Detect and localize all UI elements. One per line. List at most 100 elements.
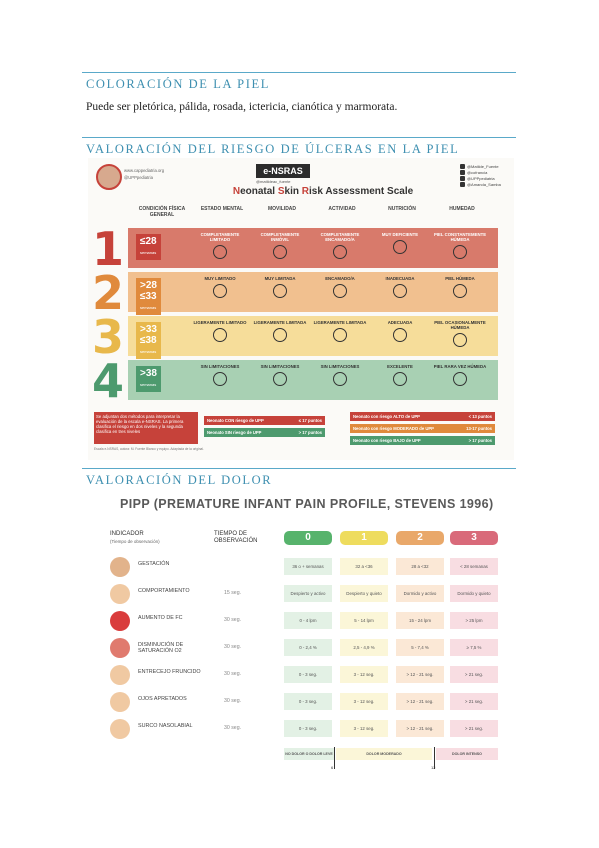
risk-level: Neonato con riesgo MODERADO de UPP 13-17 … <box>350 424 495 433</box>
nsras-cell-label: SIN LIMITACIONES <box>260 364 300 369</box>
status-icon <box>453 245 467 259</box>
age-lower: >33 <box>140 324 157 335</box>
status-icon <box>453 333 467 347</box>
nsras-column-header: HUMEDAD <box>449 206 475 212</box>
nsras-cell: SIN LIMITACIONES <box>192 364 248 396</box>
risk-points: < 13 puntos <box>468 414 492 419</box>
nsras-cell: COMPLETAMENTE ENCAMADO/A <box>312 232 368 264</box>
indicator-icon <box>110 584 130 604</box>
gestational-age: ≤28 semanas <box>136 234 161 260</box>
score-header: 1 <box>340 531 388 545</box>
status-icon <box>393 372 407 386</box>
age-upper: >38 <box>140 368 157 379</box>
indicator-name: SURCO NASOLABIAL <box>138 723 193 729</box>
severity-number: 1 <box>92 222 125 276</box>
status-icon <box>333 372 347 386</box>
nsras-cell-label: SIN LIMITACIONES <box>200 364 240 369</box>
nsras-infographic: www.cappediatria.org @UPPpediatria e-NSR… <box>88 158 514 460</box>
risk-points: > 17 puntos <box>468 438 492 443</box>
score-cell: Despierto y quieto <box>340 585 388 602</box>
divider <box>82 72 516 73</box>
nsras-cell: PIEL HÚMEDA <box>432 276 488 308</box>
social-icon <box>460 170 465 176</box>
nsras-cell-label: COMPLETAMENTE ENCAMADO/A <box>320 232 360 242</box>
nsras-cell: PIEL OCASIONALMENTE HÚMEDA <box>432 320 488 352</box>
pain-threshold-tick <box>334 747 335 769</box>
status-icon <box>273 328 287 342</box>
social-link: @UPPpediatria <box>460 176 495 182</box>
nsras-cell: INADECUADA <box>372 276 428 308</box>
age-upper: ≤33 <box>140 291 157 302</box>
score-cell: > 12 - 21 seg. <box>396 720 444 737</box>
nsras-row: 2 >28 ≤33 semanas MUY LIMITADO MUY LIMITADA EN… <box>88 270 498 316</box>
pipp-row: ENTRECEJO FRUNCIDO 30 seg. 0 - 3 seg. 3 - 1… <box>110 663 502 687</box>
score-cell: ≥ 7,5 % <box>450 639 498 656</box>
status-icon <box>393 240 407 254</box>
indicator-icon <box>110 719 130 739</box>
status-icon <box>453 372 467 386</box>
nsras-cell-label: PIEL RARA VEZ HÚMEDA <box>433 364 487 369</box>
nsras-row: 1 ≤28 semanas COMPLETAMENTE LIMITADO COMPLET… <box>88 222 498 276</box>
score-cell: > 12 - 21 seg. <box>396 693 444 710</box>
nsras-cell: COMPLETAMENTE INMÓVIL <box>252 232 308 264</box>
social-link: @Matilde_Fuente <box>460 164 499 170</box>
status-icon <box>333 284 347 298</box>
score-cell: 0 - 2,4 % <box>284 639 332 656</box>
nsras-full-title: Neonatal Skin Risk Assessment Scale <box>232 186 414 197</box>
nsras-cell: ENCAMADO/A <box>312 276 368 308</box>
divider <box>82 137 516 138</box>
status-icon <box>393 284 407 298</box>
risk-points: > 17 puntos <box>298 430 322 435</box>
social-icon <box>460 182 465 188</box>
age-lower: >28 <box>140 280 157 291</box>
score-cell: Dormido y quieto <box>450 585 498 602</box>
section-heading-coloracion: COLORACIÓN DE LA PIEL <box>86 77 270 91</box>
score-cell: 0 - 3 seg. <box>284 666 332 683</box>
nsras-cell-label: INADECUADA <box>385 276 415 281</box>
score-header: 0 <box>284 531 332 545</box>
section-heading-ulceras: VALORACIÓN DEL RIESGO DE ÚLCERAS EN LA P… <box>86 142 460 156</box>
status-icon <box>453 284 467 298</box>
pain-level-bar: DOLOR INTENSO <box>436 748 498 760</box>
age-unit: semanas <box>140 382 157 387</box>
nsras-column-header: CONDICIÓN FÍSICA GENERAL <box>138 206 186 218</box>
pipp-row: GESTACIÓN 36 o + semanas 32 a <36 28 a <32 <… <box>110 555 502 579</box>
nsras-cell: LIGERAMENTE LIMITADA <box>252 320 308 352</box>
pipp-row: SURCO NASOLABIAL 30 seg. 0 - 3 seg. 3 - 12 … <box>110 717 502 741</box>
severity-band <box>128 272 498 312</box>
gestational-age: >28 ≤33 semanas <box>136 278 161 315</box>
social-icon <box>460 176 465 182</box>
nsras-footnote: Se adjuntan dos métodos para interpretar… <box>94 412 198 444</box>
severity-band <box>128 228 498 268</box>
social-link: @cofrancia <box>460 170 487 176</box>
nsras-cell-label: ENCAMADO/A <box>325 276 355 281</box>
nsras-handle-web: www.cappediatria.org <box>124 168 165 173</box>
age-unit: semanas <box>140 349 157 354</box>
nsras-column-header: ESTADO MENTAL <box>200 206 244 212</box>
indicator-name: ENTRECEJO FRUNCIDO <box>138 669 201 675</box>
nsras-cell: EXCELENTE <box>372 364 428 396</box>
risk-level: Neonato CON riesgo de UPP ≤ 17 puntos <box>204 416 325 425</box>
nsras-cell-label: MUY LIMITADA <box>264 276 296 281</box>
time-header: TIEMPO DE OBSERVACIÓN <box>214 531 258 544</box>
age-unit: semanas <box>140 305 157 310</box>
status-icon <box>213 284 227 298</box>
pain-level-bar: DOLOR MODERADO <box>336 748 432 760</box>
score-cell: 28 a <32 <box>396 558 444 575</box>
risk-level: Neonato SIN riesgo de UPP > 17 puntos <box>204 428 325 437</box>
status-icon <box>333 328 347 342</box>
social-icon <box>460 164 465 170</box>
score-cell: > 25 lpm <box>450 612 498 629</box>
nsras-cell-label: MUY DEFICIENTE <box>381 232 419 237</box>
score-cell: 2,5 - 4,9 % <box>340 639 388 656</box>
score-cell: Dormido y activo <box>396 585 444 602</box>
nsras-source: Escala e-NSRAS, autora: M. Fuente Blanco… <box>94 447 204 451</box>
pain-level-bar: NO DOLOR O DOLOR LEVE <box>284 748 334 760</box>
score-header: 2 <box>396 531 444 545</box>
score-cell: > 12 - 21 seg. <box>396 666 444 683</box>
risk-level: Neonato con riesgo ALTO de UPP < 13 punto… <box>350 412 495 421</box>
social-link: @Amanda_Samba <box>460 182 501 188</box>
observation-time: 30 seg. <box>224 671 242 677</box>
pain-threshold-label: 6 <box>331 765 334 770</box>
nsras-handle-user: @UPPpediatria <box>124 175 153 180</box>
